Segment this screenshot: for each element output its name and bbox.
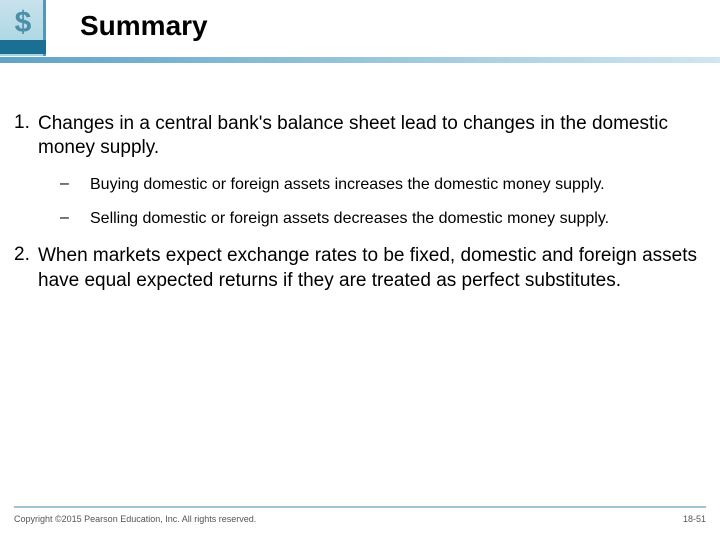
logo-accent xyxy=(0,40,46,54)
list-item: 1. Changes in a central bank's balance s… xyxy=(14,112,706,161)
sub-dash: – xyxy=(60,209,90,230)
title-underline xyxy=(0,57,720,63)
list-number: 2. xyxy=(14,244,38,293)
sub-text: Selling domestic or foreign assets decre… xyxy=(90,209,706,230)
sub-text: Buying domestic or foreign assets increa… xyxy=(90,175,706,196)
slide-content: 1. Changes in a central bank's balance s… xyxy=(14,112,706,307)
slide-title: Summary xyxy=(80,10,208,42)
list-item: 2. When markets expect exchange rates to… xyxy=(14,244,706,293)
list-number: 1. xyxy=(14,112,38,161)
sub-list-item: – Selling domestic or foreign assets dec… xyxy=(60,209,706,230)
page-number: 18-51 xyxy=(683,514,706,524)
slide-header: $ Summary xyxy=(0,0,720,66)
sub-list-item: – Buying domestic or foreign assets incr… xyxy=(60,175,706,196)
sub-dash: – xyxy=(60,175,90,196)
slide-footer: Copyright ©2015 Pearson Education, Inc. … xyxy=(14,506,706,524)
list-text: When markets expect exchange rates to be… xyxy=(38,244,706,293)
logo-block: $ xyxy=(0,0,46,56)
sub-list: – Buying domestic or foreign assets incr… xyxy=(60,175,706,231)
list-text: Changes in a central bank's balance shee… xyxy=(38,112,706,161)
copyright-text: Copyright ©2015 Pearson Education, Inc. … xyxy=(14,514,256,524)
dollar-icon: $ xyxy=(6,6,40,40)
